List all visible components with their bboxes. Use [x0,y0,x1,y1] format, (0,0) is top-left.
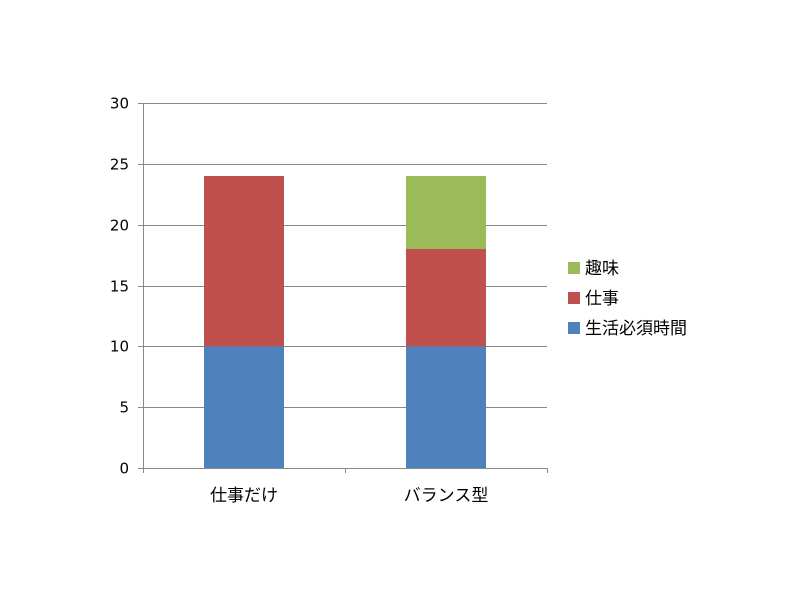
y-tick-label: 5 [119,399,129,417]
legend-label: 仕事 [585,289,619,309]
bar-segment [406,346,486,468]
y-tick-label: 0 [119,460,129,478]
bar-segment [406,176,486,249]
y-tick-label: 15 [110,278,129,296]
bar-segment [204,176,284,347]
legend-label: 趣味 [585,259,619,279]
bar-segment [406,249,486,347]
legend-label: 生活必須時間 [585,319,687,339]
y-tick-label: 30 [110,95,129,113]
bar-segment [204,346,284,468]
legend-swatch [568,322,580,334]
bar-series [204,176,486,468]
legend-swatch [568,262,580,274]
y-tick-label: 25 [110,156,129,174]
y-tick-label: 10 [110,338,129,356]
gridlines [143,103,547,408]
x-category-label: 仕事だけ [210,486,278,506]
y-tick-label: 20 [110,217,129,235]
x-category-label: バランス型 [404,486,489,506]
legend-swatch [568,292,580,304]
axes: 0 5 10 15 20 25 30 仕事だけ バランス型 [110,95,548,506]
